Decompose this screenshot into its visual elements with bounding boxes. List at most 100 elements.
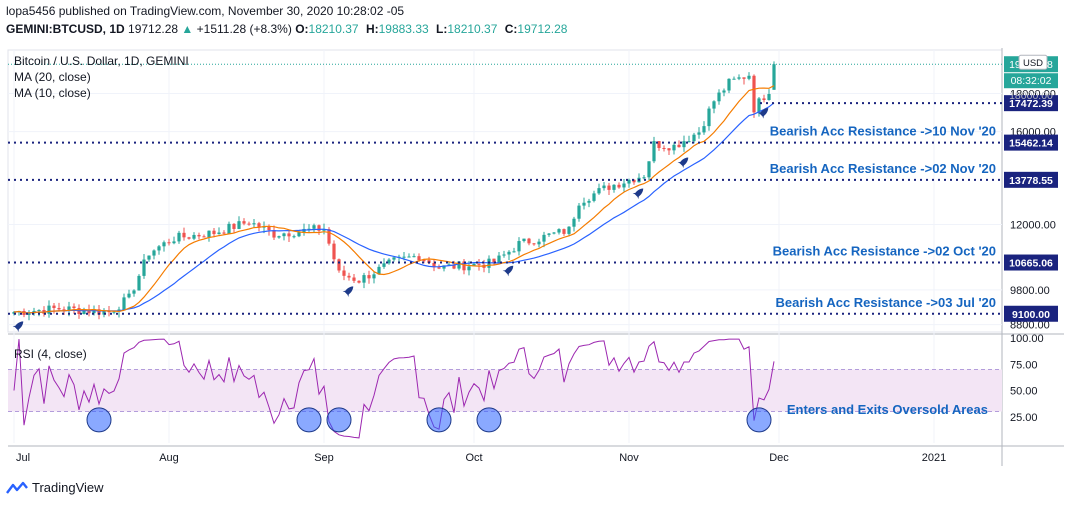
candle-body bbox=[312, 225, 316, 229]
candle-body bbox=[737, 77, 741, 79]
candle-body bbox=[322, 229, 326, 231]
candle-body bbox=[182, 232, 186, 238]
candle-body bbox=[27, 313, 31, 315]
candle-body bbox=[207, 230, 211, 238]
candle-body bbox=[387, 259, 391, 264]
high-key: H: bbox=[365, 22, 379, 36]
candle-body bbox=[732, 78, 736, 80]
close-key: C: bbox=[504, 22, 518, 36]
candle-body bbox=[147, 255, 151, 260]
candle-body bbox=[517, 241, 521, 252]
x-tick-label: Oct bbox=[465, 452, 482, 464]
rsi-annotation: Enters and Exits Oversold Areas bbox=[787, 402, 988, 417]
candle-body bbox=[757, 98, 761, 113]
high-value: 19883.33 bbox=[378, 22, 429, 36]
candle-body bbox=[317, 225, 321, 231]
candle-body bbox=[242, 221, 246, 224]
currency-label: USD bbox=[1023, 58, 1043, 69]
candle-body bbox=[192, 234, 196, 239]
x-tick-label: Aug bbox=[159, 452, 179, 464]
candle-body bbox=[47, 305, 51, 314]
candle-body bbox=[357, 280, 361, 283]
oversold-circle bbox=[746, 407, 772, 433]
candle-body bbox=[617, 184, 621, 188]
candle-body bbox=[747, 75, 751, 79]
candle-body bbox=[657, 141, 661, 148]
candle-body bbox=[742, 77, 746, 79]
candle-body bbox=[467, 266, 471, 271]
candle-body bbox=[462, 261, 466, 271]
candle-body bbox=[217, 232, 221, 235]
candle-body bbox=[282, 233, 286, 237]
candle-body bbox=[402, 256, 406, 258]
publisher-text: lopa5456 published on TradingView.com, N… bbox=[6, 4, 405, 18]
candle-body bbox=[767, 94, 771, 101]
candle-body bbox=[67, 306, 71, 311]
candle-body bbox=[332, 243, 336, 260]
candle-body bbox=[772, 64, 776, 90]
candle-body bbox=[522, 238, 526, 242]
candle-body bbox=[72, 306, 76, 309]
candle-body bbox=[702, 126, 706, 133]
footer-brand[interactable]: TradingView bbox=[6, 480, 104, 495]
candle-body bbox=[152, 250, 156, 256]
resistance-price-label: 15462.14 bbox=[1009, 138, 1053, 150]
symbol-line: GEMINI:BTCUSD, 1D 19712.28 ▲ +1511.28 (+… bbox=[6, 22, 571, 36]
candle-body bbox=[212, 230, 216, 235]
candle-body bbox=[512, 251, 516, 253]
countdown-label: 08:32:02 bbox=[1011, 75, 1052, 87]
rsi-legend: RSI (4, close) bbox=[14, 347, 87, 361]
candle-body bbox=[87, 310, 91, 314]
candle-body bbox=[692, 134, 696, 142]
candle-body bbox=[477, 263, 481, 265]
candle-body bbox=[612, 184, 616, 190]
x-tick-label: Dec bbox=[769, 452, 789, 464]
candle-body bbox=[507, 251, 511, 255]
oversold-circle bbox=[426, 407, 452, 433]
candle-body bbox=[352, 277, 356, 281]
candle-body bbox=[57, 308, 61, 310]
candle-body bbox=[502, 254, 506, 256]
brand-name: TradingView bbox=[32, 480, 104, 495]
ma-20-line bbox=[13, 102, 775, 314]
candle-body bbox=[562, 229, 566, 234]
rocket-icon bbox=[632, 188, 644, 200]
candle-body bbox=[292, 236, 296, 238]
candle-body bbox=[177, 232, 181, 242]
ma-20-legend: MA (20, close) bbox=[14, 70, 91, 84]
candle-body bbox=[567, 226, 571, 234]
candle-body bbox=[547, 233, 551, 235]
resistance-annotation: Bearish Acc Resistance ->02 Oct '20 bbox=[773, 244, 996, 259]
candle-body bbox=[497, 255, 501, 264]
candle-body bbox=[137, 275, 141, 291]
candle-body bbox=[167, 242, 171, 244]
candle-body bbox=[112, 311, 116, 313]
candle-body bbox=[457, 261, 461, 269]
resistance-annotation: Bearish Acc Resistance ->03 Jul '20 bbox=[776, 295, 996, 310]
candle-body bbox=[127, 293, 131, 298]
resistance-price-badge bbox=[1004, 171, 1058, 188]
last-price: 19712.28 bbox=[128, 22, 179, 36]
candle-body bbox=[587, 200, 591, 203]
rsi-band bbox=[8, 369, 1002, 412]
candle-body bbox=[362, 275, 366, 283]
rocket-icon bbox=[502, 265, 514, 277]
candle-body bbox=[92, 309, 96, 314]
change-up-icon: ▲ bbox=[181, 22, 194, 36]
candle-body bbox=[437, 267, 441, 269]
candle-body bbox=[162, 242, 166, 247]
chart-title: Bitcoin / U.S. Dollar, 1D, GEMINI bbox=[14, 54, 189, 68]
candle-body bbox=[717, 92, 721, 102]
candle-body bbox=[372, 274, 376, 279]
candle-body bbox=[237, 221, 241, 229]
rocket-icon bbox=[757, 108, 769, 119]
candle-body bbox=[727, 78, 731, 91]
resistance-price-badge bbox=[1004, 95, 1058, 112]
candle-body bbox=[337, 259, 341, 271]
candle-body bbox=[122, 297, 126, 310]
candle-body bbox=[672, 144, 676, 151]
candle-body bbox=[97, 309, 101, 315]
candle-body bbox=[652, 141, 656, 162]
candle-body bbox=[677, 144, 681, 148]
